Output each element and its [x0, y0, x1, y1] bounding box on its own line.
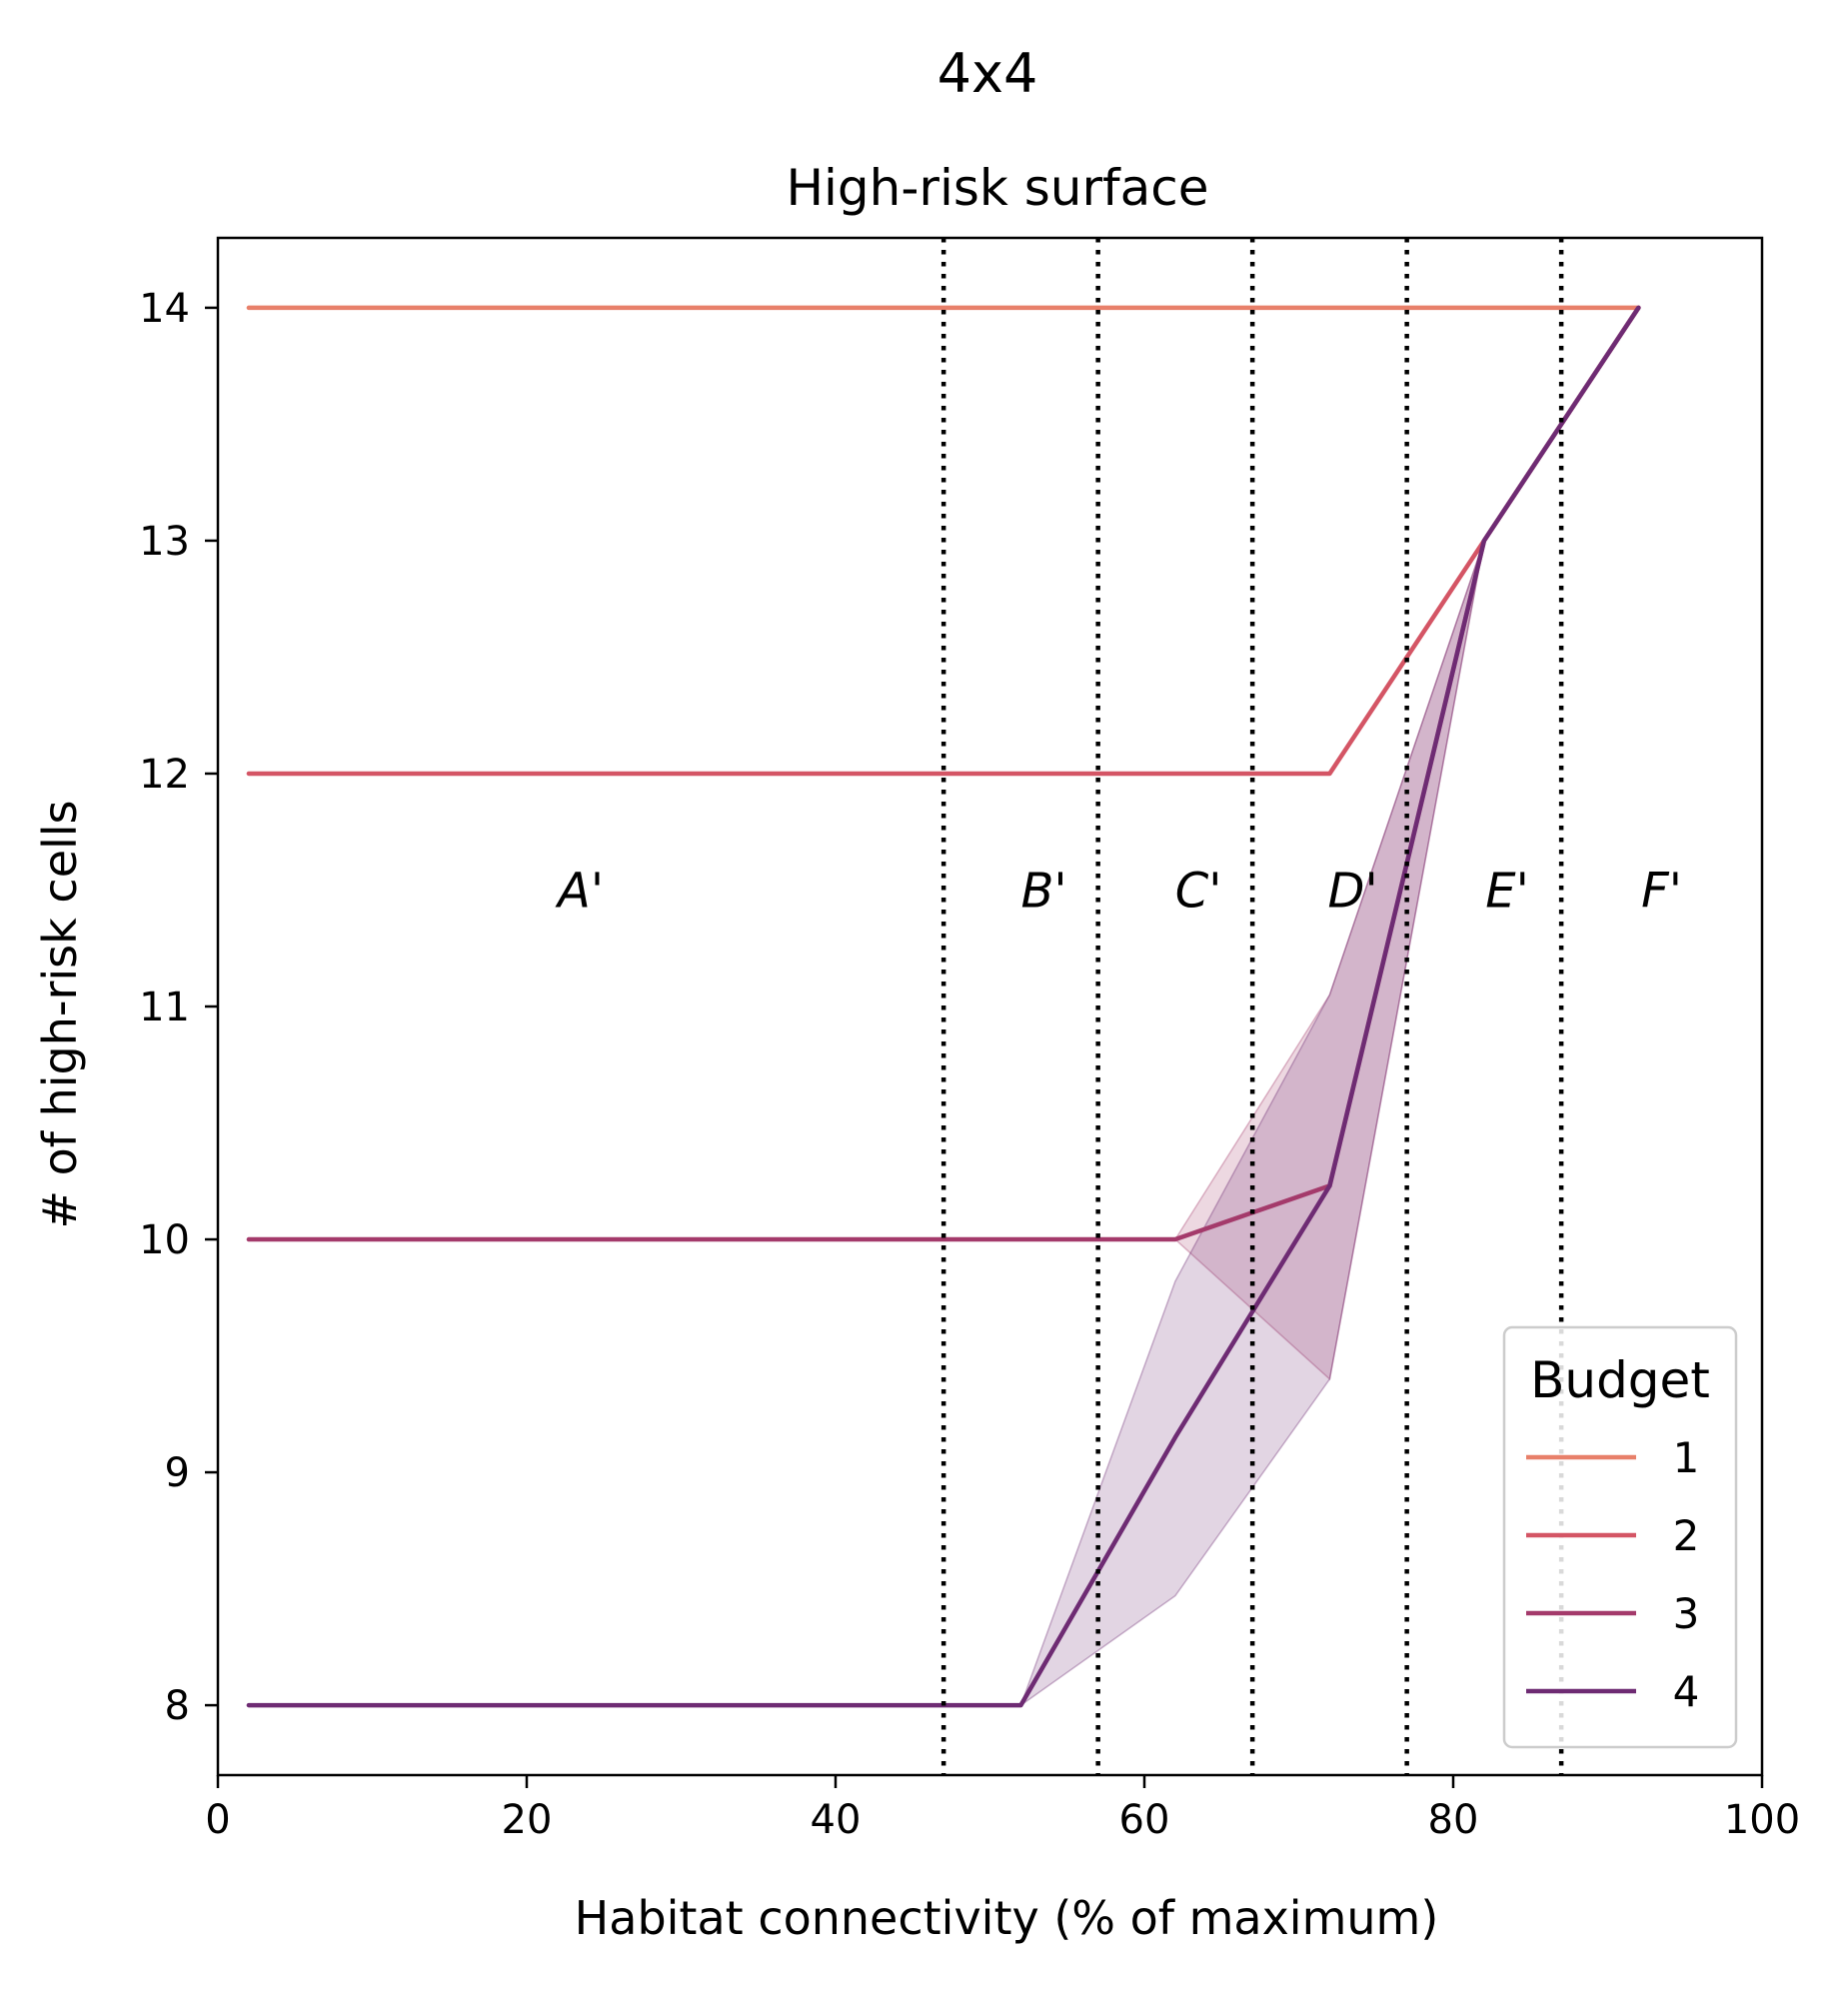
- figure-suptitle: 4x4: [937, 42, 1038, 105]
- x-tick-label-0: 0: [205, 1797, 230, 1843]
- legend-label-4: 4: [1673, 1667, 1700, 1716]
- plot-area: A' B' C' D' E' F'0 20 40 60 80 100891011121314Budg…: [139, 236, 1800, 1843]
- chart-title: High-risk surface: [786, 159, 1208, 217]
- x-tick-label-60: 60: [1119, 1797, 1170, 1843]
- x-tick-label-80: 80: [1428, 1797, 1479, 1843]
- series-4-line: [246, 305, 1641, 1708]
- y-tick-label-13: 13: [139, 519, 190, 565]
- region-label-3: C': [1175, 863, 1222, 919]
- region-label-6: F': [1641, 863, 1682, 919]
- region-label-1: A': [555, 863, 604, 919]
- x-tick-label-100: 100: [1724, 1797, 1800, 1843]
- y-tick-label-14: 14: [139, 286, 190, 332]
- x-tick-label-20: 20: [502, 1797, 553, 1843]
- legend-title: Budget: [1530, 1351, 1710, 1409]
- legend-label-2: 2: [1673, 1511, 1700, 1560]
- y-tick-label-9: 9: [165, 1450, 190, 1496]
- y-tick-label-12: 12: [139, 752, 190, 798]
- region-label-4: D': [1327, 863, 1377, 919]
- y-tick-label-10: 10: [139, 1217, 190, 1263]
- y-axis-label: # of high-risk cells: [33, 800, 87, 1228]
- x-tick-label-40: 40: [811, 1797, 862, 1843]
- region-label-5: E': [1485, 863, 1529, 919]
- y-tick-label-8: 8: [165, 1683, 190, 1729]
- legend-label-1: 1: [1673, 1433, 1700, 1482]
- region-label-2: B': [1021, 863, 1067, 919]
- legend-label-3: 3: [1673, 1589, 1700, 1638]
- x-axis-label: Habitat connectivity (% of maximum): [575, 1891, 1439, 1945]
- y-tick-label-11: 11: [139, 985, 190, 1030]
